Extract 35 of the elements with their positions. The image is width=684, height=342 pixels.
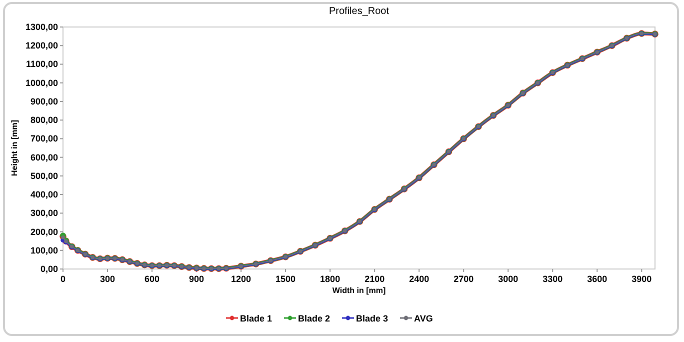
x-tick-label: 2400 — [409, 274, 430, 284]
x-tick-label: 600 — [144, 274, 160, 284]
x-tick-label: 3000 — [498, 274, 518, 284]
legend-label: Blade 1 — [240, 314, 272, 324]
y-tick-label: 800,00 — [30, 115, 58, 126]
legend-label: Blade 3 — [356, 314, 388, 324]
y-tick-label: 1300,00 — [25, 22, 58, 32]
y-tick-label: 1000,00 — [25, 78, 58, 88]
x-tick-label: 2100 — [364, 274, 385, 284]
y-tick-label: 400,00 — [30, 190, 58, 200]
y-tick-label: 500,00 — [30, 170, 58, 181]
y-tick-label: 600,00 — [30, 152, 58, 162]
x-tick-label: 0 — [60, 274, 66, 284]
chart-title: Profiles_Root — [328, 6, 390, 17]
x-tick-label: 1200 — [231, 274, 252, 284]
y-tick-label: 300,00 — [30, 208, 58, 218]
x-tick-label: 3600 — [587, 274, 608, 284]
legend-label: Blade 2 — [298, 314, 330, 324]
y-tick-label: 0,00 — [40, 264, 58, 274]
x-tick-label: 3300 — [542, 274, 563, 284]
x-tick-label: 900 — [189, 274, 204, 284]
y-tick-label: 1100,00 — [26, 59, 58, 70]
y-tick-label: 100,00 — [30, 245, 58, 256]
x-tick-label: 3900 — [632, 274, 652, 284]
y-axis-title: Height in [mm] — [10, 120, 19, 176]
x-tick-label: 2700 — [454, 274, 474, 284]
x-tick-label: 1800 — [320, 274, 340, 284]
y-tick-label: 900,00 — [30, 96, 58, 106]
y-tick-label: 200,00 — [30, 226, 58, 237]
y-tick-label: 1200,00 — [25, 40, 58, 51]
x-tick-label: 1500 — [276, 274, 296, 284]
x-tick-label: 300 — [100, 274, 116, 284]
x-axis-title: Width in [mm] — [332, 286, 386, 295]
y-tick-label: 700,00 — [30, 134, 58, 144]
legend-label: AVG — [414, 314, 433, 324]
